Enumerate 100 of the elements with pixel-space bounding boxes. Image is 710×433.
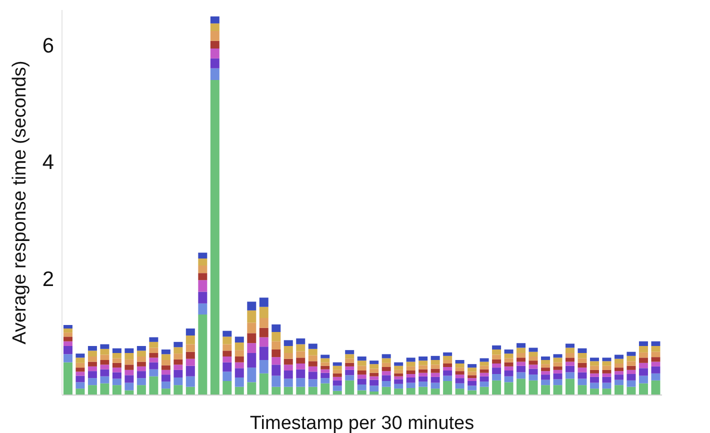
bar <box>566 372 575 379</box>
bar <box>638 358 648 363</box>
bar <box>590 388 599 395</box>
bar <box>210 48 220 58</box>
bar <box>357 356 366 361</box>
y-tick-label: 6 <box>42 34 54 58</box>
bar <box>443 376 452 381</box>
bar <box>161 365 170 370</box>
bar <box>504 366 514 370</box>
bar <box>296 369 306 378</box>
bar <box>234 368 244 378</box>
bar <box>234 336 244 342</box>
bar <box>492 359 502 364</box>
bar <box>332 380 342 386</box>
bar <box>443 364 452 367</box>
bar <box>124 353 134 360</box>
bar <box>602 358 612 362</box>
bar <box>308 372 318 380</box>
bar <box>382 375 391 381</box>
bar <box>76 358 85 363</box>
bar <box>626 361 636 366</box>
bar <box>468 375 477 378</box>
bar <box>296 338 306 344</box>
bar <box>320 369 330 373</box>
bar <box>418 365 428 370</box>
bar <box>136 362 146 366</box>
bar <box>161 374 170 382</box>
bar <box>418 356 428 361</box>
bar <box>590 373 599 377</box>
bar <box>63 336 72 342</box>
bar <box>161 382 170 389</box>
bar <box>382 371 391 376</box>
bar <box>332 362 342 366</box>
bar <box>186 352 195 359</box>
bar <box>63 346 72 354</box>
bar <box>174 364 183 370</box>
bar <box>320 383 330 395</box>
bar <box>247 382 256 395</box>
bar <box>259 346 268 360</box>
bar <box>100 354 110 360</box>
bar <box>88 378 97 386</box>
bar <box>186 336 195 344</box>
bar <box>504 370 514 376</box>
x-axis-title: Timestamp per 30 minutes <box>250 413 474 433</box>
bar <box>198 252 208 258</box>
bar <box>614 380 624 386</box>
bar <box>272 332 281 342</box>
bar <box>296 364 306 370</box>
bar <box>528 374 538 380</box>
bar <box>149 348 158 353</box>
bar <box>210 16 220 24</box>
bar <box>345 350 354 354</box>
bar <box>651 362 660 366</box>
bar <box>198 273 208 280</box>
bar <box>161 350 170 354</box>
bar <box>443 381 452 395</box>
bar <box>651 352 660 358</box>
bar <box>320 354 330 358</box>
bar <box>382 367 391 372</box>
bar <box>186 386 195 395</box>
bar <box>308 386 318 395</box>
bar <box>284 346 293 353</box>
bar <box>174 354 183 360</box>
bar <box>638 362 648 368</box>
bar <box>443 356 452 360</box>
bar <box>626 370 636 374</box>
bar <box>63 325 72 328</box>
bar <box>100 383 110 395</box>
bar <box>516 348 526 353</box>
bar <box>259 337 268 347</box>
bar <box>541 364 550 368</box>
bar <box>357 370 366 375</box>
bar <box>161 388 170 395</box>
bar <box>308 379 318 387</box>
bar <box>516 372 526 379</box>
bar <box>222 336 232 344</box>
bar <box>590 361 599 366</box>
bar <box>406 382 416 388</box>
bar <box>161 370 170 375</box>
bar <box>406 362 416 366</box>
bar <box>332 373 342 377</box>
bar <box>76 376 85 382</box>
bar <box>578 368 587 372</box>
bar <box>357 384 366 390</box>
bar <box>541 368 550 372</box>
bar <box>492 354 502 360</box>
bar <box>296 358 306 364</box>
bar <box>222 350 232 356</box>
bar <box>198 266 208 274</box>
bar <box>284 378 293 387</box>
bar <box>430 372 440 377</box>
bar <box>528 348 538 352</box>
bar <box>345 362 354 366</box>
bar <box>504 350 514 354</box>
bar <box>136 346 146 351</box>
bar <box>234 386 244 395</box>
bar <box>553 379 562 386</box>
bar <box>394 373 404 376</box>
bar <box>234 378 244 387</box>
bar <box>553 373 562 380</box>
